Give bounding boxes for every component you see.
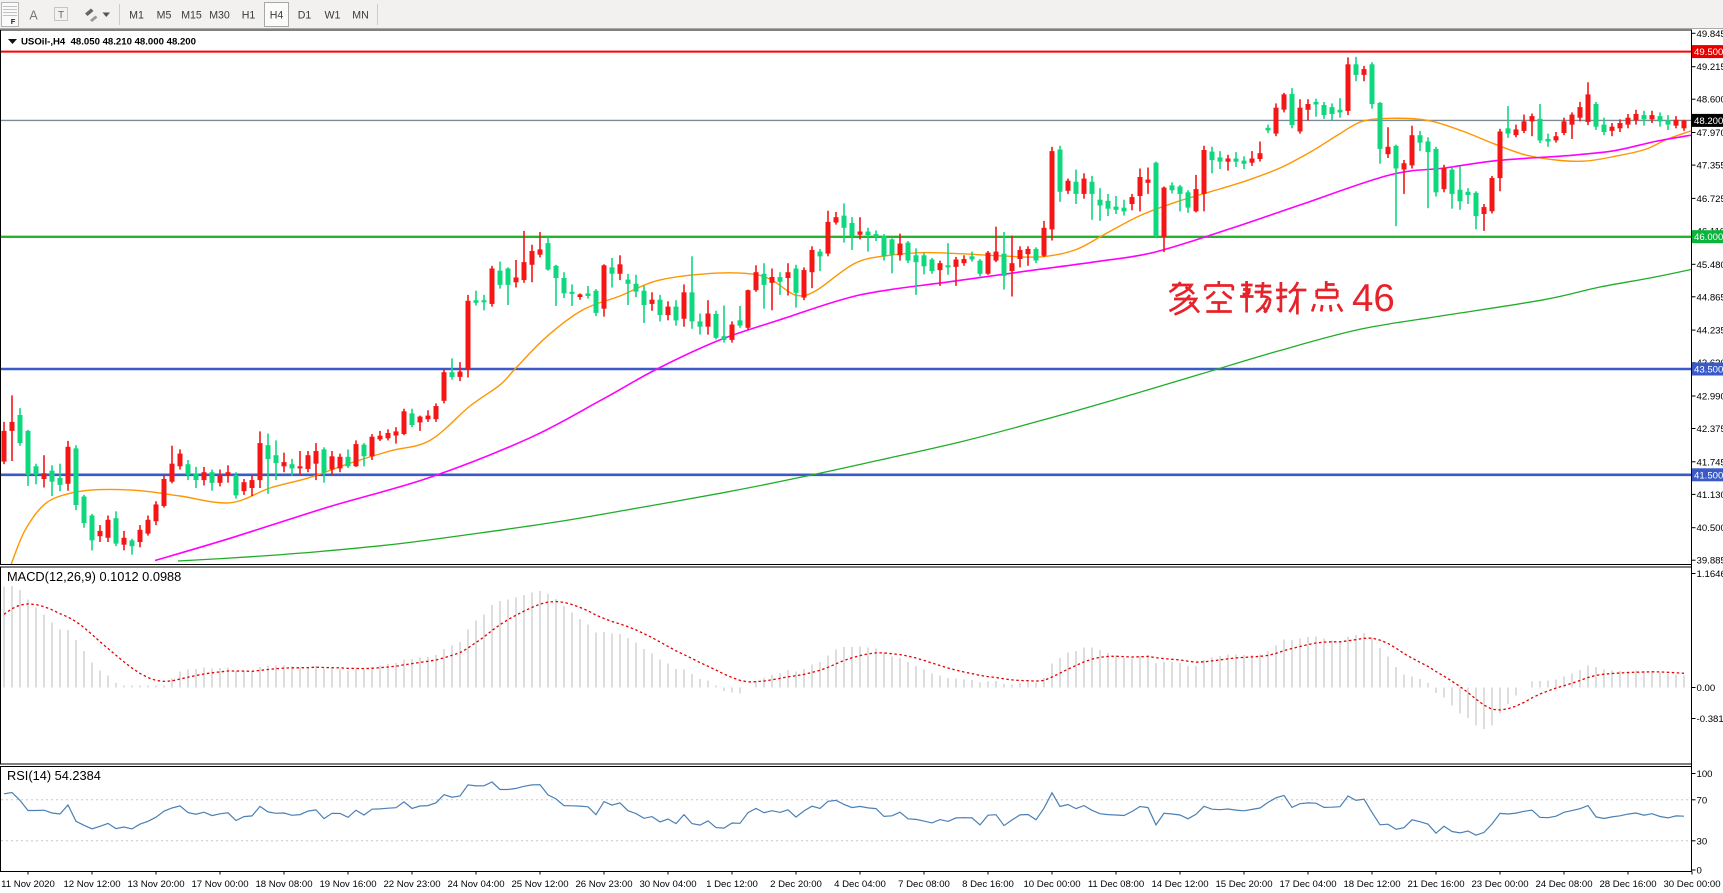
svg-text:42.990: 42.990 — [1697, 392, 1723, 403]
svg-text:44.235: 44.235 — [1697, 326, 1723, 337]
svg-text:4 Dec 04:00: 4 Dec 04:00 — [834, 879, 886, 890]
svg-text:-0.3812: -0.3812 — [1697, 714, 1723, 725]
svg-text:11 Dec 08:00: 11 Dec 08:00 — [1088, 879, 1144, 890]
svg-text:46.725: 46.725 — [1697, 194, 1723, 205]
svg-text:23 Dec 00:00: 23 Dec 00:00 — [1471, 879, 1528, 890]
svg-text:W1: W1 — [325, 10, 341, 22]
svg-text:14 Dec 12:00: 14 Dec 12:00 — [1151, 879, 1208, 890]
svg-text:M30: M30 — [209, 10, 230, 22]
svg-text:100: 100 — [1697, 769, 1713, 780]
svg-text:47.355: 47.355 — [1697, 161, 1723, 172]
svg-text:7 Dec 08:00: 7 Dec 08:00 — [898, 879, 950, 890]
svg-text:22 Nov 23:00: 22 Nov 23:00 — [383, 879, 440, 890]
svg-text:RSI(14) 54.2384: RSI(14) 54.2384 — [7, 768, 101, 783]
svg-text:47.970: 47.970 — [1697, 128, 1723, 139]
svg-text:0: 0 — [1697, 866, 1702, 877]
svg-text:26 Nov 23:00: 26 Nov 23:00 — [575, 879, 632, 890]
svg-text:1.1646: 1.1646 — [1697, 569, 1723, 580]
svg-text:15 Dec 20:00: 15 Dec 20:00 — [1215, 879, 1272, 890]
svg-text:13 Nov 20:00: 13 Nov 20:00 — [127, 879, 184, 890]
svg-text:H4: H4 — [270, 10, 284, 22]
svg-text:41.745: 41.745 — [1697, 457, 1723, 468]
svg-text:18 Nov 08:00: 18 Nov 08:00 — [255, 879, 312, 890]
svg-text:F: F — [11, 17, 16, 26]
svg-text:40.500: 40.500 — [1697, 523, 1723, 534]
svg-text:17 Nov 00:00: 17 Nov 00:00 — [191, 879, 248, 890]
svg-text:1 Dec 12:00: 1 Dec 12:00 — [706, 879, 758, 890]
svg-text:12 Nov 12:00: 12 Nov 12:00 — [63, 879, 120, 890]
svg-text:46.000: 46.000 — [1694, 232, 1723, 243]
svg-text:MACD(12,26,9) 0.1012 0.0988: MACD(12,26,9) 0.1012 0.0988 — [7, 569, 181, 584]
svg-text:30 Nov 04:00: 30 Nov 04:00 — [639, 879, 696, 890]
svg-text:42.375: 42.375 — [1697, 424, 1723, 435]
svg-text:D1: D1 — [298, 10, 312, 22]
svg-text:M15: M15 — [181, 10, 202, 22]
svg-text:49.845: 49.845 — [1697, 29, 1723, 40]
svg-text:46: 46 — [1352, 277, 1395, 320]
svg-text:19 Nov 16:00: 19 Nov 16:00 — [319, 879, 376, 890]
svg-text:8 Dec 16:00: 8 Dec 16:00 — [962, 879, 1014, 890]
svg-text:49.215: 49.215 — [1697, 62, 1723, 73]
svg-text:17 Dec 04:00: 17 Dec 04:00 — [1279, 879, 1336, 890]
svg-text:48.600: 48.600 — [1697, 95, 1723, 106]
svg-text:21 Dec 16:00: 21 Dec 16:00 — [1407, 879, 1464, 890]
svg-text:0.00: 0.00 — [1697, 683, 1716, 694]
svg-text:25 Nov 12:00: 25 Nov 12:00 — [511, 879, 568, 890]
svg-text:41.130: 41.130 — [1697, 490, 1723, 501]
svg-text:T: T — [58, 10, 64, 21]
svg-text:MN: MN — [352, 10, 368, 22]
svg-text:43.500: 43.500 — [1694, 365, 1723, 376]
svg-text:30: 30 — [1697, 836, 1708, 847]
svg-text:48.200: 48.200 — [1694, 116, 1723, 127]
svg-text:39.885: 39.885 — [1697, 556, 1723, 567]
svg-text:11 Nov 2020: 11 Nov 2020 — [1, 879, 55, 890]
svg-text:USOil-,H4 48.050 48.210 48.00: USOil-,H4 48.050 48.210 48.000 48.200 — [21, 37, 196, 48]
svg-text:45.480: 45.480 — [1697, 260, 1723, 271]
svg-text:M5: M5 — [157, 10, 172, 22]
svg-text:18 Dec 12:00: 18 Dec 12:00 — [1343, 879, 1400, 890]
svg-text:H1: H1 — [242, 10, 256, 22]
svg-text:2 Dec 20:00: 2 Dec 20:00 — [770, 879, 822, 890]
svg-text:30 Dec 00:00: 30 Dec 00:00 — [1663, 879, 1720, 890]
svg-text:28 Dec 16:00: 28 Dec 16:00 — [1599, 879, 1656, 890]
svg-text:10 Dec 00:00: 10 Dec 00:00 — [1023, 879, 1080, 890]
svg-text:70: 70 — [1697, 795, 1708, 806]
svg-text:49.500: 49.500 — [1694, 47, 1723, 58]
svg-text:41.500: 41.500 — [1694, 470, 1723, 481]
svg-text:24 Dec 08:00: 24 Dec 08:00 — [1535, 879, 1592, 890]
svg-text:A: A — [29, 9, 38, 23]
svg-text:M1: M1 — [129, 10, 144, 22]
svg-text:24 Nov 04:00: 24 Nov 04:00 — [447, 879, 504, 890]
svg-text:44.865: 44.865 — [1697, 292, 1723, 303]
